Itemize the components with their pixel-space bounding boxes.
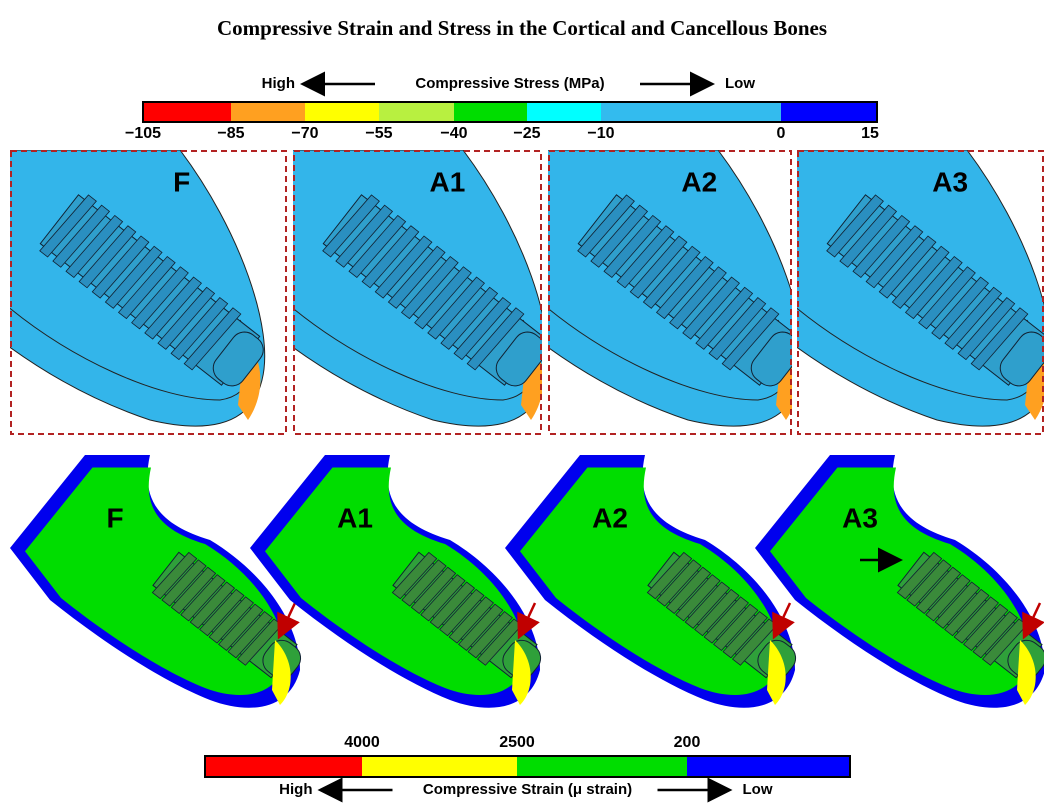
panel-label: A3: [842, 502, 878, 533]
colorbar-tick: −70: [291, 125, 318, 142]
low-label: Low: [725, 75, 755, 92]
panel-label: A2: [592, 502, 628, 533]
colorbar-segment: [517, 756, 687, 777]
colorbar-tick: −10: [587, 125, 614, 142]
panel-label: A2: [681, 166, 717, 197]
panel-label: A1: [429, 166, 465, 197]
colorbar-segment: [601, 102, 781, 122]
colorbar-segment: [527, 102, 601, 122]
colorbar-label: Compressive Stress (MPa): [415, 75, 604, 92]
colorbar-segment: [205, 756, 362, 777]
colorbar-segment: [687, 756, 850, 777]
colorbar-tick: −105: [125, 125, 161, 142]
colorbar-tick: 0: [777, 125, 786, 142]
colorbar-tick: −55: [365, 125, 392, 142]
colorbar-tick: 2500: [499, 734, 535, 751]
colorbar-segment: [143, 102, 231, 122]
high-label: High: [262, 75, 295, 92]
colorbar-tick: −40: [440, 125, 467, 142]
colorbar-segment: [362, 756, 517, 777]
colorbar-segment: [379, 102, 454, 122]
panel-label: A3: [932, 166, 968, 197]
colorbar-tick: −25: [513, 125, 540, 142]
top-panel: [787, 150, 1044, 426]
figure: Compressive Strain and Stress in the Cor…: [0, 0, 1044, 803]
colorbar-tick: 4000: [344, 734, 380, 751]
top-panel: [0, 150, 274, 426]
colorbar-tick: 200: [674, 734, 701, 751]
panel-label: A1: [337, 502, 373, 533]
bottom-panel: [505, 455, 807, 708]
colorbar-segment: [231, 102, 305, 122]
colorbar-segment: [454, 102, 527, 122]
colorbar-tick: −85: [217, 125, 244, 142]
panel-label: F: [173, 166, 190, 197]
colorbar-segment: [305, 102, 379, 122]
top-panel: [283, 150, 557, 426]
title: Compressive Strain and Stress in the Cor…: [217, 16, 827, 40]
colorbar-label: Compressive Strain (μ strain): [423, 781, 632, 798]
bottom-panel: [755, 455, 1044, 708]
low-label: Low: [743, 781, 773, 798]
colorbar-segment: [781, 102, 877, 122]
panel-label: F: [106, 502, 123, 533]
high-label: High: [279, 781, 312, 798]
colorbar-tick: 15: [861, 125, 879, 142]
top-panel: [538, 150, 812, 426]
bottom-panel: [10, 455, 312, 708]
